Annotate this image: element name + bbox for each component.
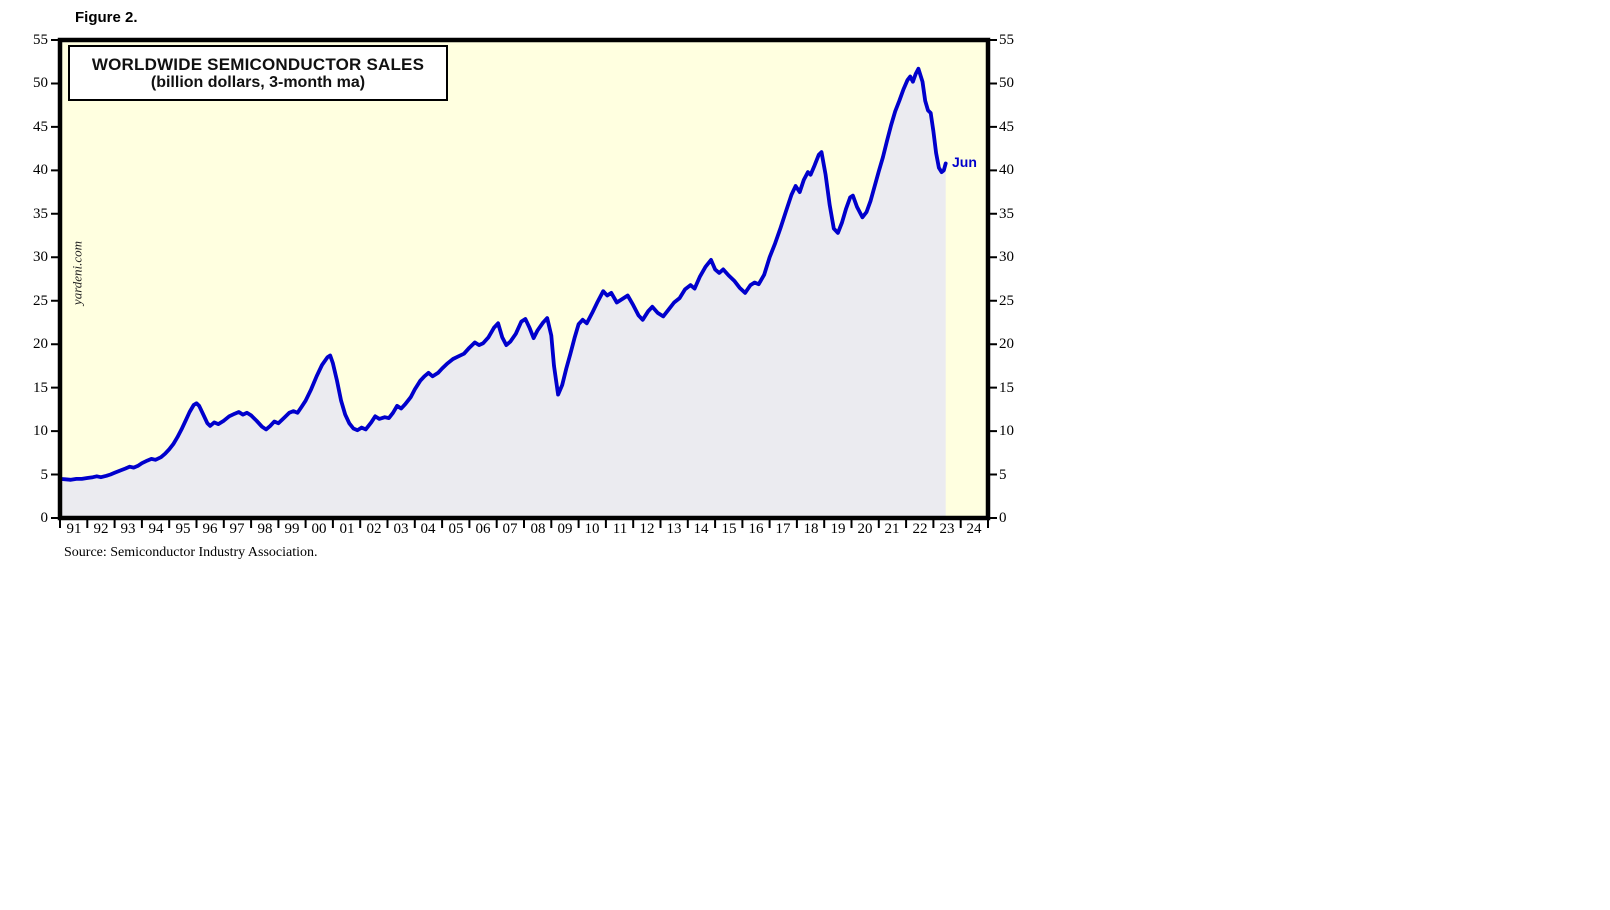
- y-axis-label-left: 0: [40, 510, 49, 526]
- x-axis-label: 13: [666, 521, 682, 537]
- x-axis-label: 06: [475, 521, 491, 537]
- x-axis-label: 99: [284, 521, 300, 537]
- y-axis-label-right: 50: [999, 75, 1014, 91]
- x-axis-label: 02: [366, 521, 382, 537]
- y-axis-label-right: 45: [999, 119, 1014, 135]
- x-axis-label: 19: [830, 521, 846, 537]
- chart-title-box: WORLDWIDE SEMICONDUCTOR SALES (billion d…: [68, 45, 448, 101]
- y-axis-label-right: 40: [999, 162, 1014, 178]
- x-axis-label: 94: [148, 521, 164, 537]
- y-axis-label-right: 10: [999, 423, 1014, 439]
- x-axis-label: 10: [584, 521, 600, 537]
- x-axis-label: 22: [912, 521, 928, 537]
- y-axis-label-left: 20: [33, 336, 48, 352]
- y-axis-label-left: 50: [33, 75, 48, 91]
- x-axis-label: 93: [120, 521, 136, 537]
- last-point-label: Jun: [952, 154, 977, 170]
- figure-label: Figure 2.: [75, 9, 138, 26]
- x-axis-label: 98: [257, 521, 273, 537]
- x-axis-label: 24: [966, 521, 982, 537]
- x-axis-label: 21: [884, 521, 900, 537]
- y-axis-label-left: 40: [33, 162, 48, 178]
- x-axis-label: 11: [612, 521, 628, 537]
- sales-line: [58, 66, 948, 482]
- y-axis-label-right: 25: [999, 293, 1014, 309]
- x-axis-label: 01: [339, 521, 355, 537]
- x-axis-label: 20: [857, 521, 873, 537]
- y-axis-label-left: 25: [33, 293, 48, 309]
- x-axis-label: 09: [557, 521, 573, 537]
- x-axis-label: 15: [721, 521, 737, 537]
- chart-subtitle: (billion dollars, 3-month ma): [150, 73, 366, 91]
- x-axis-label: 92: [93, 521, 109, 537]
- source-note: Source: Semiconductor Industry Associati…: [64, 545, 318, 560]
- x-axis-label: 16: [748, 521, 764, 537]
- watermark-yardeni: yardeni.com: [69, 240, 85, 306]
- y-axis-label-left: 15: [33, 380, 48, 396]
- x-axis-label: 95: [175, 521, 191, 537]
- y-axis-label-left: 10: [33, 423, 48, 439]
- y-axis-label-left: 45: [33, 119, 48, 135]
- y-axis-label-right: 35: [999, 206, 1014, 222]
- x-axis-label: 07: [502, 521, 518, 537]
- y-axis-label-right: 5: [999, 467, 1007, 483]
- x-axis-label: 17: [775, 521, 791, 537]
- y-axis-label-right: 55: [999, 32, 1014, 48]
- axis-ticks: [51, 39, 997, 528]
- x-axis-label: 18: [803, 521, 819, 537]
- y-axis-label-left: 30: [33, 249, 48, 265]
- y-axis-label-right: 0: [999, 510, 1007, 526]
- x-axis-label: 08: [530, 521, 546, 537]
- semiconductor-sales-chart: WORLDWIDE SEMICONDUCTOR SALES (billion d…: [0, 0, 1100, 620]
- x-axis-label: 12: [639, 521, 655, 537]
- x-axis-label: 96: [202, 521, 218, 537]
- x-axis-label: 04: [420, 521, 436, 537]
- y-axis-label-right: 20: [999, 336, 1014, 352]
- x-axis-label: 14: [693, 521, 709, 537]
- x-axis-label: 91: [66, 521, 82, 537]
- x-axis-label: 23: [939, 521, 955, 537]
- y-axis-label-right: 15: [999, 380, 1014, 396]
- x-axis-label: 00: [311, 521, 327, 537]
- y-axis-label-left: 5: [40, 467, 49, 483]
- y-axis-label-left: 55: [33, 32, 48, 48]
- y-axis-label-left: 35: [33, 206, 48, 222]
- x-axis-label: 03: [393, 521, 409, 537]
- chart-title: WORLDWIDE SEMICONDUCTOR SALES: [91, 54, 425, 74]
- sales-area-fill: [60, 68, 946, 518]
- y-axis-label-right: 30: [999, 249, 1014, 265]
- plot-border: [57, 37, 991, 521]
- x-axis-label: 05: [448, 521, 464, 537]
- x-axis-label: 97: [229, 521, 245, 537]
- sales-chart-svg: [51, 37, 997, 528]
